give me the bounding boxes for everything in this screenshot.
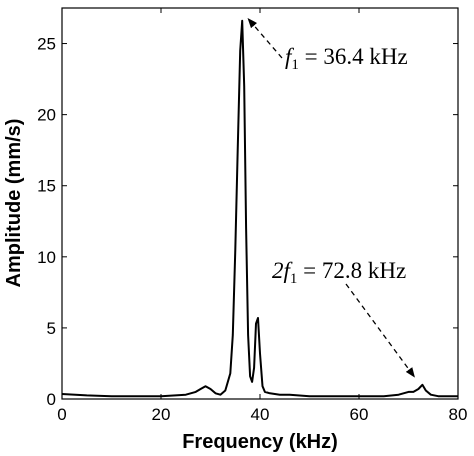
x-axis-label: Frequency (kHz) (182, 431, 338, 453)
y-tick-label: 10 (37, 248, 56, 267)
annotation-subscript: 1 (290, 271, 298, 287)
annotation-symbol: f (284, 258, 294, 283)
annotation-arrow (345, 283, 415, 378)
y-tick-label: 5 (47, 319, 56, 338)
annotation-symbol: f (285, 44, 295, 69)
series-line-amplitude (61, 19, 458, 398)
x-tick-label: 20 (152, 405, 171, 424)
y-axis-ticks: 0 5 10 15 20 25 (37, 35, 458, 409)
x-tick-label: 80 (449, 405, 468, 424)
annotation-prefix: 2 (272, 258, 284, 283)
y-axis-label: Amplitude (mm/s) (3, 119, 25, 288)
x-tick-label: 40 (251, 405, 270, 424)
annotation-text: = 36.4 kHz (299, 44, 408, 69)
x-tick-label: 60 (350, 405, 369, 424)
annotation-text: = 72.8 kHz (297, 258, 406, 283)
x-axis-ticks: 0 20 40 60 80 (57, 8, 467, 424)
y-tick-label: 25 (37, 35, 56, 54)
y-tick-label: 15 (37, 177, 56, 196)
annotation-subscript: 1 (291, 57, 299, 73)
y-tick-label: 20 (37, 106, 56, 125)
annotation-label: f1 = 36.4 kHz (285, 44, 408, 73)
annotation-arrow (247, 18, 283, 59)
y-tick-label: 0 (47, 390, 56, 409)
x-tick-label: 0 (57, 405, 66, 424)
annotation-label: 2f1 = 72.8 kHz (272, 258, 406, 287)
